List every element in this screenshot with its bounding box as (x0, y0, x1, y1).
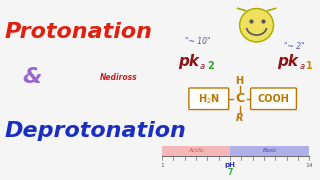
Text: Acidic: Acidic (188, 148, 204, 153)
FancyBboxPatch shape (251, 88, 296, 110)
Text: 14: 14 (305, 163, 313, 168)
Text: a: a (300, 62, 305, 71)
Bar (162, 146, 230, 156)
Text: R: R (236, 113, 244, 123)
Text: 1: 1 (160, 163, 164, 168)
Bar (230, 146, 309, 156)
Text: COOH: COOH (258, 94, 290, 104)
Text: pk: pk (277, 54, 299, 69)
FancyBboxPatch shape (189, 88, 229, 110)
Text: "~ 10": "~ 10" (185, 37, 210, 46)
Text: "~ 2": "~ 2" (284, 42, 305, 51)
Text: pH: pH (225, 161, 236, 168)
Text: 2: 2 (207, 61, 213, 71)
Text: Protonation: Protonation (5, 22, 153, 42)
Text: Basic: Basic (262, 148, 277, 153)
Text: &: & (23, 67, 42, 87)
Text: H: H (236, 76, 244, 86)
Circle shape (240, 8, 274, 42)
Text: pk: pk (178, 54, 199, 69)
Text: a: a (200, 62, 205, 71)
Text: H$_2$N: H$_2$N (198, 92, 220, 106)
Text: Nediross: Nediross (100, 73, 137, 82)
Text: Deprotonation: Deprotonation (5, 121, 187, 141)
Text: C: C (235, 92, 244, 105)
Text: 1: 1 (306, 61, 313, 71)
Text: 7: 7 (227, 168, 233, 177)
